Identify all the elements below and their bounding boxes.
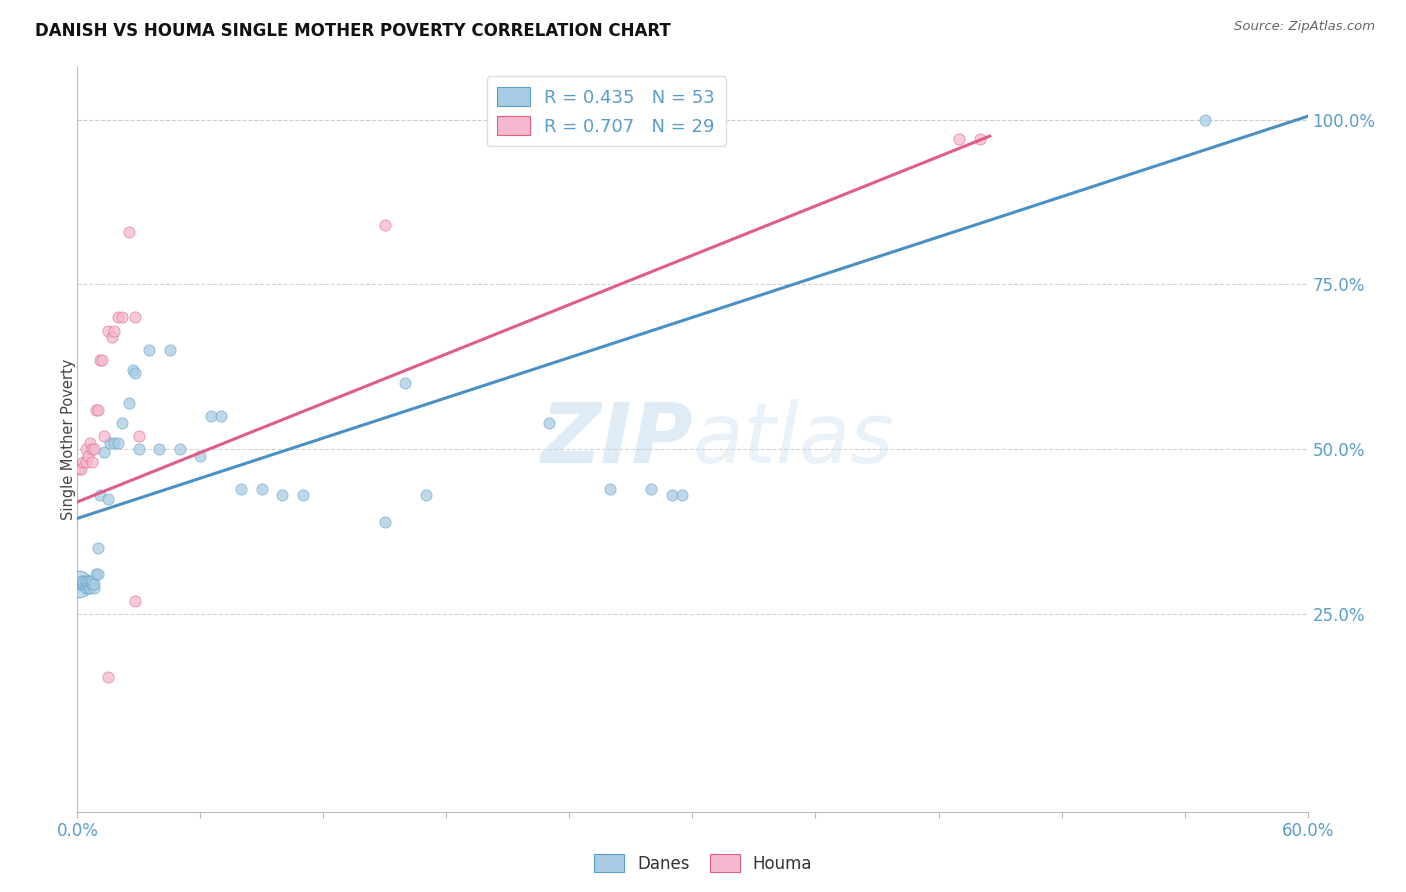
Point xyxy=(271,488,294,502)
Point xyxy=(188,449,212,463)
Point xyxy=(111,416,134,430)
Point xyxy=(75,442,97,457)
Point xyxy=(83,581,105,595)
Point xyxy=(80,455,103,469)
Point xyxy=(80,442,103,457)
Point xyxy=(124,310,146,325)
Point xyxy=(124,594,146,608)
Point xyxy=(250,482,273,496)
Point xyxy=(76,449,98,463)
Point xyxy=(80,577,103,591)
Text: atlas: atlas xyxy=(693,399,894,480)
Point xyxy=(103,324,125,338)
Text: Source: ZipAtlas.com: Source: ZipAtlas.com xyxy=(1234,20,1375,33)
Point xyxy=(107,435,129,450)
Point xyxy=(67,462,90,476)
Point xyxy=(75,577,97,591)
Point xyxy=(67,577,90,591)
Point xyxy=(291,488,314,502)
Point xyxy=(661,488,683,502)
Point xyxy=(75,574,97,588)
Point xyxy=(1194,112,1216,127)
Text: DANISH VS HOUMA SINGLE MOTHER POVERTY CORRELATION CHART: DANISH VS HOUMA SINGLE MOTHER POVERTY CO… xyxy=(35,22,671,40)
Point xyxy=(70,462,93,476)
Point xyxy=(75,455,97,469)
Point xyxy=(76,577,98,591)
Point xyxy=(374,515,396,529)
Point xyxy=(83,577,105,591)
Point xyxy=(80,577,103,591)
Point xyxy=(89,488,111,502)
Point xyxy=(76,581,98,595)
Point xyxy=(415,488,437,502)
Point xyxy=(72,577,94,591)
Point xyxy=(537,416,560,430)
Point xyxy=(969,132,991,146)
Point xyxy=(671,488,693,502)
Point xyxy=(67,577,90,591)
Point xyxy=(169,442,191,457)
Point xyxy=(72,574,94,588)
Point xyxy=(640,482,662,496)
Point xyxy=(76,574,98,588)
Point xyxy=(70,577,93,591)
Legend: Danes, Houma: Danes, Houma xyxy=(586,847,820,880)
Point xyxy=(209,409,232,424)
Point xyxy=(97,491,120,506)
Point xyxy=(84,567,107,582)
Point xyxy=(159,343,181,358)
Text: ZIP: ZIP xyxy=(540,399,693,480)
Point xyxy=(103,435,125,450)
Point xyxy=(72,455,94,469)
Point xyxy=(128,429,150,443)
Point xyxy=(97,324,120,338)
Point xyxy=(98,435,121,450)
Point xyxy=(128,442,150,457)
Point xyxy=(138,343,160,358)
Point xyxy=(121,363,143,377)
Point xyxy=(231,482,253,496)
Point xyxy=(79,435,101,450)
Point xyxy=(93,429,115,443)
Point xyxy=(79,574,101,588)
Point xyxy=(83,442,105,457)
Y-axis label: Single Mother Poverty: Single Mother Poverty xyxy=(62,359,76,520)
Point xyxy=(101,330,124,344)
Point xyxy=(148,442,170,457)
Point xyxy=(89,353,111,368)
Point xyxy=(948,132,970,146)
Point xyxy=(80,574,103,588)
Point xyxy=(124,367,146,381)
Legend: R = 0.435   N = 53, R = 0.707   N = 29: R = 0.435 N = 53, R = 0.707 N = 29 xyxy=(486,76,725,146)
Point xyxy=(93,445,115,459)
Point xyxy=(599,482,621,496)
Point xyxy=(72,577,94,591)
Point xyxy=(107,310,129,325)
Point xyxy=(200,409,222,424)
Point xyxy=(87,567,110,582)
Point xyxy=(97,670,120,684)
Point xyxy=(117,225,139,239)
Point xyxy=(70,574,93,588)
Point xyxy=(394,376,416,391)
Point xyxy=(87,402,110,417)
Point xyxy=(79,581,101,595)
Point xyxy=(117,396,139,410)
Point xyxy=(374,218,396,232)
Point xyxy=(87,541,110,555)
Point xyxy=(84,402,107,417)
Point xyxy=(111,310,134,325)
Point xyxy=(90,353,114,368)
Point xyxy=(75,581,97,595)
